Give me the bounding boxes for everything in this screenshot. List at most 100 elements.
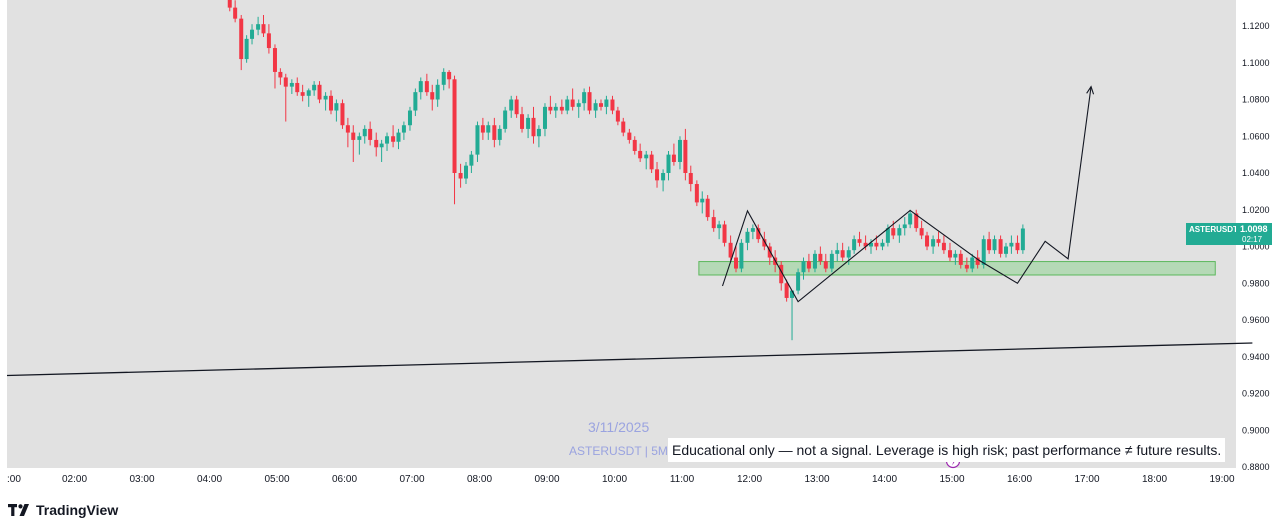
candle-body (351, 132, 356, 140)
brand-name: TradingView (36, 502, 119, 518)
y-tick-label: 0.9200 (1242, 389, 1270, 399)
candle-body (615, 110, 620, 122)
candle-body (464, 165, 468, 179)
candle-body (823, 261, 828, 269)
candle-body (407, 110, 412, 126)
candle-body (801, 261, 806, 273)
candle-body (244, 38, 249, 60)
x-tick-label: 17:00 (1074, 474, 1099, 485)
candle-body (492, 125, 497, 140)
candle-body (374, 139, 379, 148)
candle-body (553, 106, 558, 111)
x-tick-label: 03:00 (129, 474, 154, 485)
candle-body (953, 253, 958, 258)
candle-body (256, 24, 261, 30)
support-zone (698, 261, 1216, 276)
y-tick-label: 1.0000 (1242, 242, 1270, 252)
candle-body (497, 128, 502, 140)
candle-body (644, 154, 649, 159)
y-tick-label: 1.1200 (1242, 21, 1270, 31)
candle-body (559, 106, 564, 111)
candle-body (840, 250, 845, 258)
x-tick-label: 09:00 (534, 474, 559, 485)
candle-body (283, 77, 288, 87)
candle-body (987, 239, 992, 251)
y-tick-label: 0.9800 (1242, 278, 1270, 288)
candle-body (655, 169, 660, 181)
candle-body (722, 224, 727, 243)
candle-body (396, 132, 401, 142)
candle-body (958, 253, 963, 265)
candle-body (570, 99, 575, 107)
candle-body (610, 99, 615, 111)
candle-body (362, 128, 367, 137)
projection-arrowhead (1086, 85, 1095, 95)
x-tick-label: 16:00 (1007, 474, 1032, 485)
candle-body (458, 173, 463, 179)
candle-body (779, 264, 784, 284)
candle-body (475, 125, 480, 155)
candle-body (711, 217, 716, 229)
candle-body (897, 228, 902, 236)
candle-body (902, 224, 907, 229)
watermark-symbol: ASTERUSDT | 5M (569, 444, 668, 458)
x-tick-label: 08:00 (467, 474, 492, 485)
candle-body (424, 81, 429, 93)
candle-body (908, 213, 913, 225)
candle-body (829, 253, 834, 269)
trendline-group (6, 342, 1253, 377)
candle-body (261, 24, 266, 34)
candle-body (391, 136, 396, 142)
candle-body (857, 239, 862, 243)
candle-body (587, 92, 592, 111)
candle-body (790, 290, 795, 298)
x-tick-label: 13:00 (804, 474, 829, 485)
candle-body (345, 125, 350, 133)
candle-body (413, 92, 418, 111)
candle-body (278, 71, 283, 78)
candle-body (357, 136, 362, 140)
candle-body (565, 99, 570, 111)
candle-body (531, 117, 536, 137)
candle-body (661, 173, 666, 181)
candle-body (266, 33, 271, 49)
candle-body (250, 29, 255, 39)
candle-body (784, 283, 789, 298)
candle-body (806, 261, 811, 269)
tradingview-logo[interactable]: TradingView (8, 500, 118, 520)
candle-body (379, 143, 384, 148)
candles-group (227, 0, 1025, 341)
candle-body (835, 250, 840, 254)
candle-body (295, 82, 300, 93)
candle-body (796, 272, 801, 291)
plot-area (7, 0, 1236, 468)
y-tick-label: 0.9400 (1242, 352, 1270, 362)
candle-body (694, 184, 699, 203)
candle-body (728, 242, 733, 258)
symbol-price-label: ASTERUSDT (1186, 223, 1238, 245)
y-tick-label: 1.0800 (1242, 95, 1270, 105)
candle-body (536, 128, 541, 137)
candle-body (503, 110, 508, 129)
candle-body (385, 136, 390, 144)
candle-body (925, 235, 930, 247)
candle-body (739, 242, 744, 269)
candle-body (649, 154, 654, 170)
x-tick-label: 02:00 (62, 474, 87, 485)
candle-body (632, 139, 637, 151)
candle-body (947, 250, 952, 258)
candle-body (401, 125, 406, 133)
support-zone-group (698, 261, 1216, 276)
symbol-label: ASTERUSDT (1189, 225, 1238, 234)
candle-body (368, 128, 373, 140)
candle-body (340, 103, 345, 126)
x-tick-label: 11:00 (670, 474, 695, 485)
watermark-date: 3/11/2025 (588, 419, 649, 435)
projection-path (721, 86, 1092, 303)
candle-body (447, 71, 452, 80)
candle-body (300, 92, 305, 96)
candle-body (812, 253, 817, 269)
candle-body (717, 224, 722, 229)
candle-body (480, 125, 485, 133)
